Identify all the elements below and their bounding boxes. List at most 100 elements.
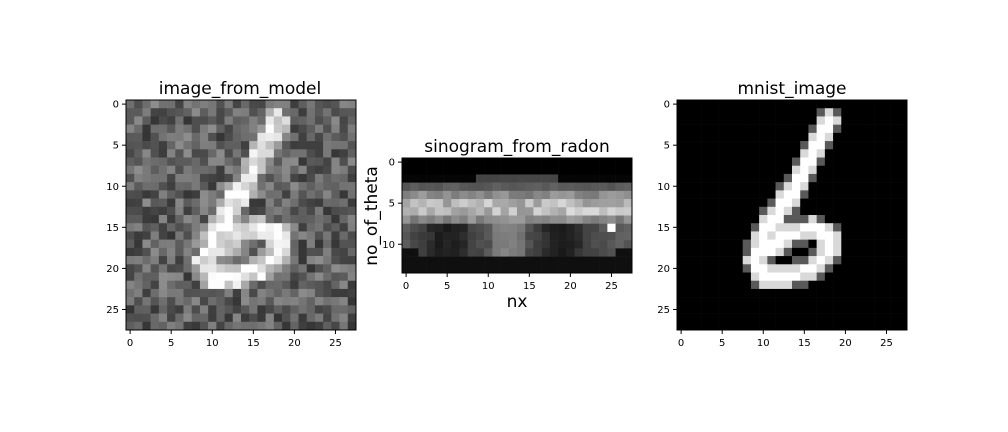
heatmap-cell xyxy=(331,297,340,306)
heatmap-cell xyxy=(265,280,275,290)
heatmap-cell xyxy=(833,239,842,249)
heatmap-cell xyxy=(410,264,419,274)
heatmap-cell xyxy=(150,215,160,224)
heatmap-cell xyxy=(298,256,308,265)
heatmap-cell xyxy=(824,198,834,208)
heatmap-cell xyxy=(232,190,242,199)
heatmap-cell xyxy=(898,206,908,216)
heatmap-cell xyxy=(874,288,883,298)
heatmap-cell xyxy=(208,321,217,331)
heatmap-cell xyxy=(134,132,143,142)
heatmap-cell xyxy=(339,124,349,134)
heatmap-cell xyxy=(142,231,151,240)
heatmap-cell xyxy=(615,240,625,249)
heatmap-cell xyxy=(775,231,785,240)
heatmap-cell xyxy=(216,190,225,199)
heatmap-cell xyxy=(615,231,625,241)
heatmap-cell xyxy=(808,100,817,109)
heatmap-cell xyxy=(191,173,201,183)
heatmap-cell xyxy=(492,166,501,175)
heatmap-cell xyxy=(874,149,883,158)
heatmap-cell xyxy=(742,149,752,158)
heatmap-cell xyxy=(898,100,908,109)
heatmap-cell xyxy=(890,297,900,306)
heatmap-cell xyxy=(484,231,493,241)
heatmap-cell xyxy=(257,206,266,216)
heatmap-cell xyxy=(175,165,184,175)
heatmap-cell xyxy=(775,272,785,282)
heatmap-cell xyxy=(759,264,768,273)
heatmap-cell xyxy=(459,207,469,216)
heatmap-cell xyxy=(726,321,735,331)
heatmap-cell xyxy=(298,165,308,175)
heatmap-cell xyxy=(734,157,744,167)
heatmap-cell xyxy=(314,272,324,282)
x-tick-label: 5 xyxy=(719,338,725,349)
heatmap-cell xyxy=(709,141,719,150)
heatmap-cell xyxy=(306,124,316,134)
heatmap-cell xyxy=(492,207,501,216)
heatmap-cell xyxy=(208,198,217,208)
heatmap-cell xyxy=(402,207,411,216)
heatmap-cell xyxy=(241,272,250,282)
heatmap-cell xyxy=(623,199,633,208)
heatmap-cell xyxy=(750,206,760,216)
heatmap-cell xyxy=(541,182,551,192)
heatmap-cell xyxy=(808,313,817,323)
heatmap-cell xyxy=(158,157,168,167)
heatmap-cell xyxy=(175,272,184,282)
heatmap-cell xyxy=(718,256,727,265)
heatmap-cell xyxy=(402,231,411,241)
heatmap-cell xyxy=(890,141,900,150)
heatmap-cell xyxy=(331,173,340,183)
heatmap-cell xyxy=(323,272,332,282)
heatmap-cell xyxy=(331,132,340,142)
heatmap-cell xyxy=(232,247,242,257)
heatmap-cell xyxy=(339,321,349,331)
heatmap-cell xyxy=(549,240,559,249)
heatmap-cell xyxy=(566,240,575,249)
heatmap-cell xyxy=(282,231,291,240)
heatmap-cell xyxy=(759,157,768,167)
heatmap-cell xyxy=(841,321,850,331)
heatmap-cell xyxy=(808,182,817,191)
heatmap-cell xyxy=(298,141,308,150)
heatmap-cell xyxy=(306,132,316,142)
heatmap-cell xyxy=(709,264,719,273)
heatmap-cell xyxy=(331,116,340,125)
heatmap-cell xyxy=(558,264,567,274)
heatmap-cell xyxy=(533,182,542,192)
heatmap-cell xyxy=(750,239,760,249)
heatmap-cell xyxy=(800,313,809,323)
heatmap-cell xyxy=(693,124,702,134)
heatmap-cell xyxy=(191,206,201,216)
heatmap-cell xyxy=(533,215,542,225)
heatmap-cell xyxy=(191,108,201,117)
heatmap-cell xyxy=(677,149,686,158)
heatmap-cell xyxy=(701,132,711,142)
heatmap-cell xyxy=(183,116,193,125)
heatmap-cell xyxy=(558,215,567,225)
heatmap-cell xyxy=(410,207,419,216)
heatmap-cell xyxy=(841,272,850,282)
heatmap-cell xyxy=(750,305,760,314)
heatmap-cell xyxy=(216,182,225,191)
heatmap-cell xyxy=(808,124,817,134)
heatmap-cell xyxy=(290,223,299,232)
heatmap-cell xyxy=(882,165,891,175)
heatmap-cell xyxy=(882,108,891,117)
x-tick-label: 10 xyxy=(757,338,770,349)
heatmap-cell xyxy=(792,165,801,175)
heatmap-cell xyxy=(331,239,340,249)
heatmap-cell xyxy=(750,264,760,273)
heatmap-cell xyxy=(241,124,250,134)
heatmap-cell xyxy=(331,264,340,273)
heatmap-cell xyxy=(841,198,850,208)
heatmap-cell xyxy=(426,158,436,167)
heatmap-cell xyxy=(150,256,160,265)
heatmap-cell xyxy=(709,182,719,191)
heatmap-cell xyxy=(590,182,600,192)
heatmap-cell xyxy=(767,321,776,331)
heatmap-cell xyxy=(865,288,875,298)
heatmap-cell xyxy=(582,240,592,249)
